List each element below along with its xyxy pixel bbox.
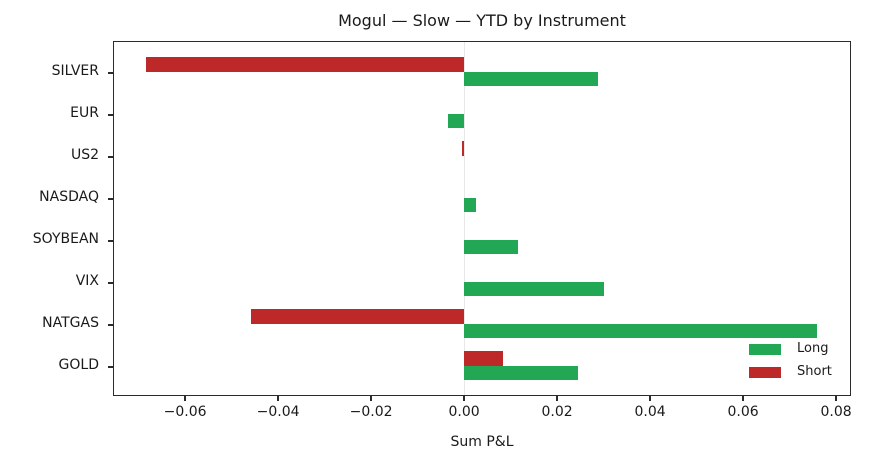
x-tick-label: −0.06 xyxy=(163,404,207,420)
y-tick xyxy=(108,72,113,74)
y-tick-label: SILVER xyxy=(51,63,99,79)
y-tick xyxy=(108,324,113,326)
x-tick xyxy=(556,396,558,401)
x-tick xyxy=(370,396,372,401)
x-tick xyxy=(742,396,744,401)
bar-short-silver xyxy=(146,57,464,72)
y-tick xyxy=(108,114,113,116)
plot-area xyxy=(113,41,851,396)
y-tick xyxy=(108,156,113,158)
bar-short-gold xyxy=(463,351,503,366)
y-tick-label: NASDAQ xyxy=(39,189,99,205)
x-tick-label: 0.08 xyxy=(820,404,852,420)
y-tick-label: GOLD xyxy=(58,357,99,373)
chart-title: Mogul — Slow — YTD by Instrument xyxy=(338,11,626,30)
x-tick xyxy=(277,396,279,401)
y-tick-label: US2 xyxy=(70,147,99,163)
y-tick-label: NATGAS xyxy=(42,315,99,331)
x-tick xyxy=(649,396,651,401)
x-tick xyxy=(835,396,837,401)
y-tick-label: SOYBEAN xyxy=(32,231,99,247)
y-tick-label: VIX xyxy=(75,273,99,289)
legend-item-long: Long xyxy=(749,341,849,358)
legend-swatch-short xyxy=(749,367,781,378)
bar-short-us2 xyxy=(462,141,464,156)
x-axis-label: Sum P&L xyxy=(450,434,514,450)
legend-label: Short xyxy=(797,364,832,379)
bar-long-soybean xyxy=(463,239,518,254)
legend-item-short: Short xyxy=(749,364,849,381)
x-tick-label: 0.06 xyxy=(727,404,759,420)
y-tick-label: EUR xyxy=(70,105,99,121)
x-tick xyxy=(463,396,465,401)
x-tick-label: −0.02 xyxy=(349,404,393,420)
bar-long-vix xyxy=(463,281,605,296)
y-tick xyxy=(108,366,113,368)
bar-long-eur xyxy=(447,113,464,128)
bar-long-gold xyxy=(463,365,578,380)
bar-long-silver xyxy=(463,71,599,86)
y-tick xyxy=(108,282,113,284)
bar-long-natgas xyxy=(463,323,818,338)
bar-short-natgas xyxy=(250,309,464,324)
y-tick xyxy=(108,240,113,242)
x-tick-label: 0.04 xyxy=(634,404,666,420)
bar-long-nasdaq xyxy=(463,197,476,212)
x-tick-label: 0.02 xyxy=(541,404,573,420)
x-tick-label: 0.00 xyxy=(448,404,480,420)
x-tick-label: −0.04 xyxy=(256,404,300,420)
zero-reference-line xyxy=(463,42,465,395)
x-tick xyxy=(184,396,186,401)
legend-label: Long xyxy=(797,341,829,356)
legend-swatch-long xyxy=(749,344,781,355)
y-tick xyxy=(108,198,113,200)
